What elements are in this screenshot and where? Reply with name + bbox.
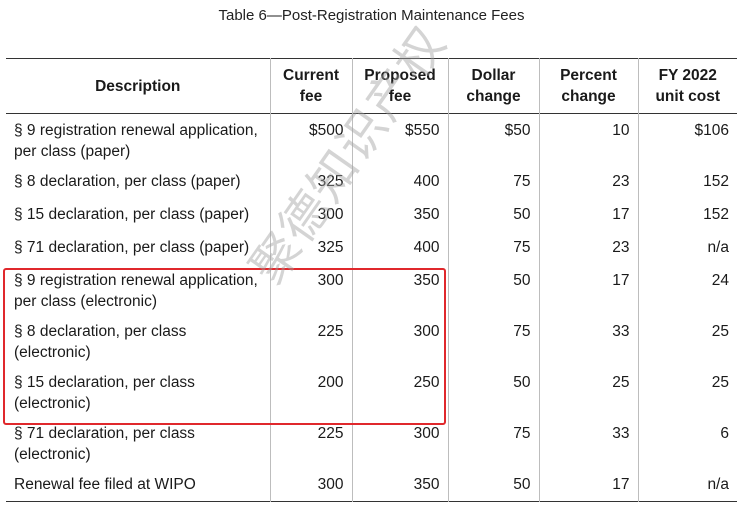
cell-proposed-fee: $550 bbox=[351, 113, 448, 165]
table-row: § 71 declaration, per class (electronic)… bbox=[6, 417, 737, 468]
cell-unit-cost: 152 bbox=[637, 198, 737, 231]
cell-percent-change: 25 bbox=[538, 366, 638, 417]
cell-percent-change: 17 bbox=[538, 198, 638, 231]
header-percent-change: Percent change bbox=[538, 58, 638, 114]
cell-current-fee: 200 bbox=[269, 366, 352, 417]
cell-unit-cost: 25 bbox=[637, 366, 737, 417]
cell-proposed-fee: 350 bbox=[351, 198, 448, 231]
cell-description: § 71 declaration, per class (paper) bbox=[14, 239, 250, 256]
maintenance-fees-table: Description Current fee Proposed fee Dolla… bbox=[6, 58, 737, 502]
cell-proposed-fee: 400 bbox=[351, 165, 448, 198]
cell-description: § 71 declaration, per class (electronic) bbox=[14, 425, 195, 463]
table-row: § 9 registration renewal application, pe… bbox=[6, 113, 737, 165]
cell-current-fee: 325 bbox=[269, 165, 352, 198]
cell-unit-cost: n/a bbox=[637, 231, 737, 264]
cell-unit-cost: $106 bbox=[637, 113, 737, 165]
cell-description: Renewal fee filed at WIPO bbox=[14, 476, 196, 493]
cell-current-fee: 225 bbox=[269, 315, 352, 366]
cell-percent-change: 17 bbox=[538, 264, 638, 315]
cell-proposed-fee: 300 bbox=[351, 417, 448, 468]
cell-proposed-fee: 250 bbox=[351, 366, 448, 417]
cell-dollar-change: 50 bbox=[447, 468, 539, 502]
cell-percent-change: 33 bbox=[538, 417, 638, 468]
cell-percent-change: 17 bbox=[538, 468, 638, 502]
header-current-fee: Current fee bbox=[269, 58, 352, 114]
cell-dollar-change: $50 bbox=[447, 113, 539, 165]
table-row: Renewal fee filed at WIPO 300 350 50 17 n/a bbox=[6, 468, 737, 502]
cell-unit-cost: 24 bbox=[637, 264, 737, 315]
table-row: § 15 declaration, per class (paper) 300 35… bbox=[6, 198, 737, 231]
table-row: § 8 declaration, per class (electronic) 2… bbox=[6, 315, 737, 366]
cell-current-fee: $500 bbox=[269, 113, 352, 165]
header-proposed-fee: Proposed fee bbox=[351, 58, 448, 114]
cell-dollar-change: 75 bbox=[447, 417, 539, 468]
cell-proposed-fee: 350 bbox=[351, 264, 448, 315]
cell-percent-change: 10 bbox=[538, 113, 638, 165]
cell-proposed-fee: 300 bbox=[351, 315, 448, 366]
cell-proposed-fee: 400 bbox=[351, 231, 448, 264]
cell-dollar-change: 75 bbox=[447, 165, 539, 198]
header-dollar-change: Dollar change bbox=[447, 58, 539, 114]
cell-current-fee: 300 bbox=[269, 468, 352, 502]
table-row: § 15 declaration, per class (electronic)… bbox=[6, 366, 737, 417]
cell-current-fee: 300 bbox=[269, 264, 352, 315]
cell-description: § 8 declaration, per class (electronic) bbox=[14, 323, 187, 361]
cell-current-fee: 225 bbox=[269, 417, 352, 468]
cell-proposed-fee: 350 bbox=[351, 468, 448, 502]
cell-description: § 15 declaration, per class (paper) bbox=[14, 206, 250, 223]
cell-current-fee: 300 bbox=[269, 198, 352, 231]
cell-unit-cost: 25 bbox=[637, 315, 737, 366]
cell-description: § 9 registration renewal application, pe… bbox=[14, 122, 258, 160]
header-description: Description bbox=[95, 77, 181, 95]
cell-dollar-change: 50 bbox=[447, 366, 539, 417]
table-caption: Table 6—Post-Registration Maintenance Fe… bbox=[218, 7, 525, 24]
cell-unit-cost: 6 bbox=[637, 417, 737, 468]
cell-description: § 8 declaration, per class (paper) bbox=[14, 173, 241, 190]
cell-dollar-change: 75 bbox=[447, 231, 539, 264]
cell-current-fee: 325 bbox=[269, 231, 352, 264]
cell-percent-change: 23 bbox=[538, 165, 638, 198]
header-unit-cost: FY 2022 unit cost bbox=[637, 58, 737, 114]
table-header-row: Description Current fee Proposed fee Dolla… bbox=[6, 58, 737, 114]
cell-dollar-change: 50 bbox=[447, 264, 539, 315]
table-row: § 8 declaration, per class (paper) 325 400… bbox=[6, 165, 737, 198]
cell-dollar-change: 50 bbox=[447, 198, 539, 231]
cell-percent-change: 33 bbox=[538, 315, 638, 366]
cell-description: § 9 registration renewal application, pe… bbox=[14, 272, 258, 310]
cell-description: § 15 declaration, per class (electronic) bbox=[14, 374, 195, 412]
cell-unit-cost: 152 bbox=[637, 165, 737, 198]
table-row: § 9 registration renewal application, pe… bbox=[6, 264, 737, 315]
cell-dollar-change: 75 bbox=[447, 315, 539, 366]
table-row: § 71 declaration, per class (paper) 325 40… bbox=[6, 231, 737, 264]
cell-percent-change: 23 bbox=[538, 231, 638, 264]
cell-unit-cost: n/a bbox=[637, 468, 737, 502]
